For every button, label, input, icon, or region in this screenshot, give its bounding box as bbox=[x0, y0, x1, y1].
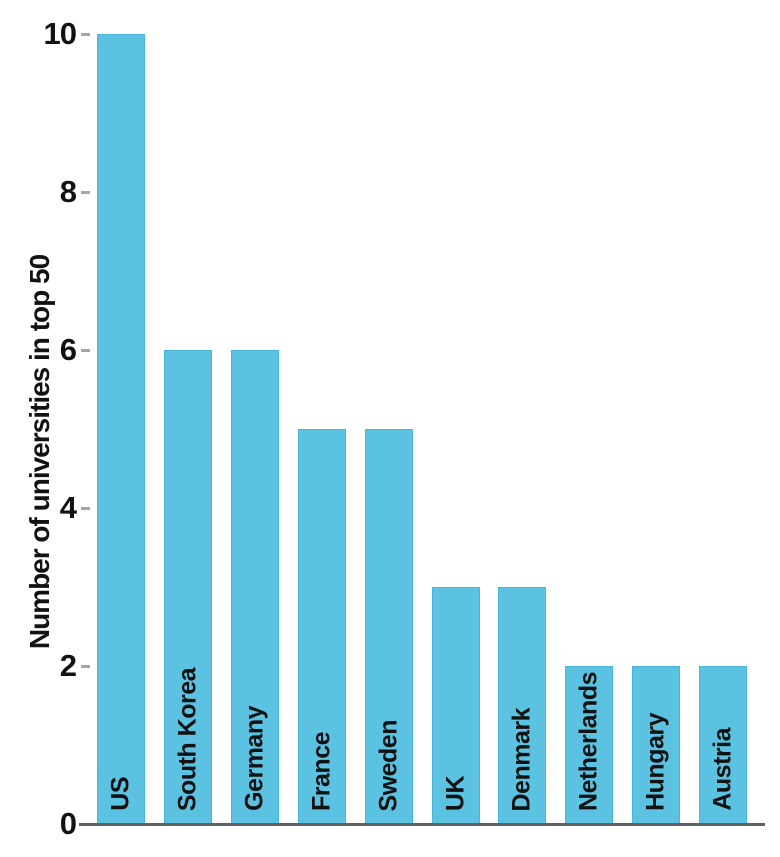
bar: Austria bbox=[699, 666, 748, 824]
y-tick-mark bbox=[81, 348, 90, 352]
y-tick-mark bbox=[81, 32, 90, 36]
bar-label: France bbox=[307, 732, 336, 811]
bar-label: Netherlands bbox=[574, 672, 603, 811]
y-tick-label: 8 bbox=[59, 174, 77, 209]
bar: Netherlands bbox=[565, 666, 614, 824]
y-tick-label: 4 bbox=[59, 490, 77, 525]
bar-label: Germany bbox=[240, 706, 269, 811]
bar: Germany bbox=[230, 350, 279, 824]
bar: Sweden bbox=[364, 429, 413, 824]
bar-label: US bbox=[106, 777, 135, 811]
y-tick-label: 10 bbox=[43, 16, 77, 51]
bar: UK bbox=[431, 587, 480, 824]
bar-label: Denmark bbox=[507, 707, 536, 812]
y-tick-label: 0 bbox=[59, 806, 77, 841]
y-axis-title: Number of universities in top 50 bbox=[24, 254, 55, 650]
bar-label: Hungary bbox=[641, 713, 670, 811]
bar-label: Austria bbox=[708, 728, 737, 811]
bar-label: Sweden bbox=[374, 719, 403, 811]
x-axis-line bbox=[79, 823, 765, 826]
y-tick-label: 2 bbox=[59, 648, 77, 683]
y-tick-label: 6 bbox=[59, 332, 77, 367]
bar: France bbox=[297, 429, 346, 824]
y-tick-mark bbox=[81, 664, 90, 668]
y-tick-mark bbox=[81, 506, 90, 510]
y-tick-mark bbox=[81, 190, 90, 194]
bar: Denmark bbox=[498, 587, 547, 824]
bar-label: South Korea bbox=[173, 667, 202, 811]
bar: Hungary bbox=[632, 666, 681, 824]
bar: South Korea bbox=[163, 350, 212, 824]
bar: US bbox=[97, 34, 145, 824]
bar-label: UK bbox=[441, 775, 469, 811]
